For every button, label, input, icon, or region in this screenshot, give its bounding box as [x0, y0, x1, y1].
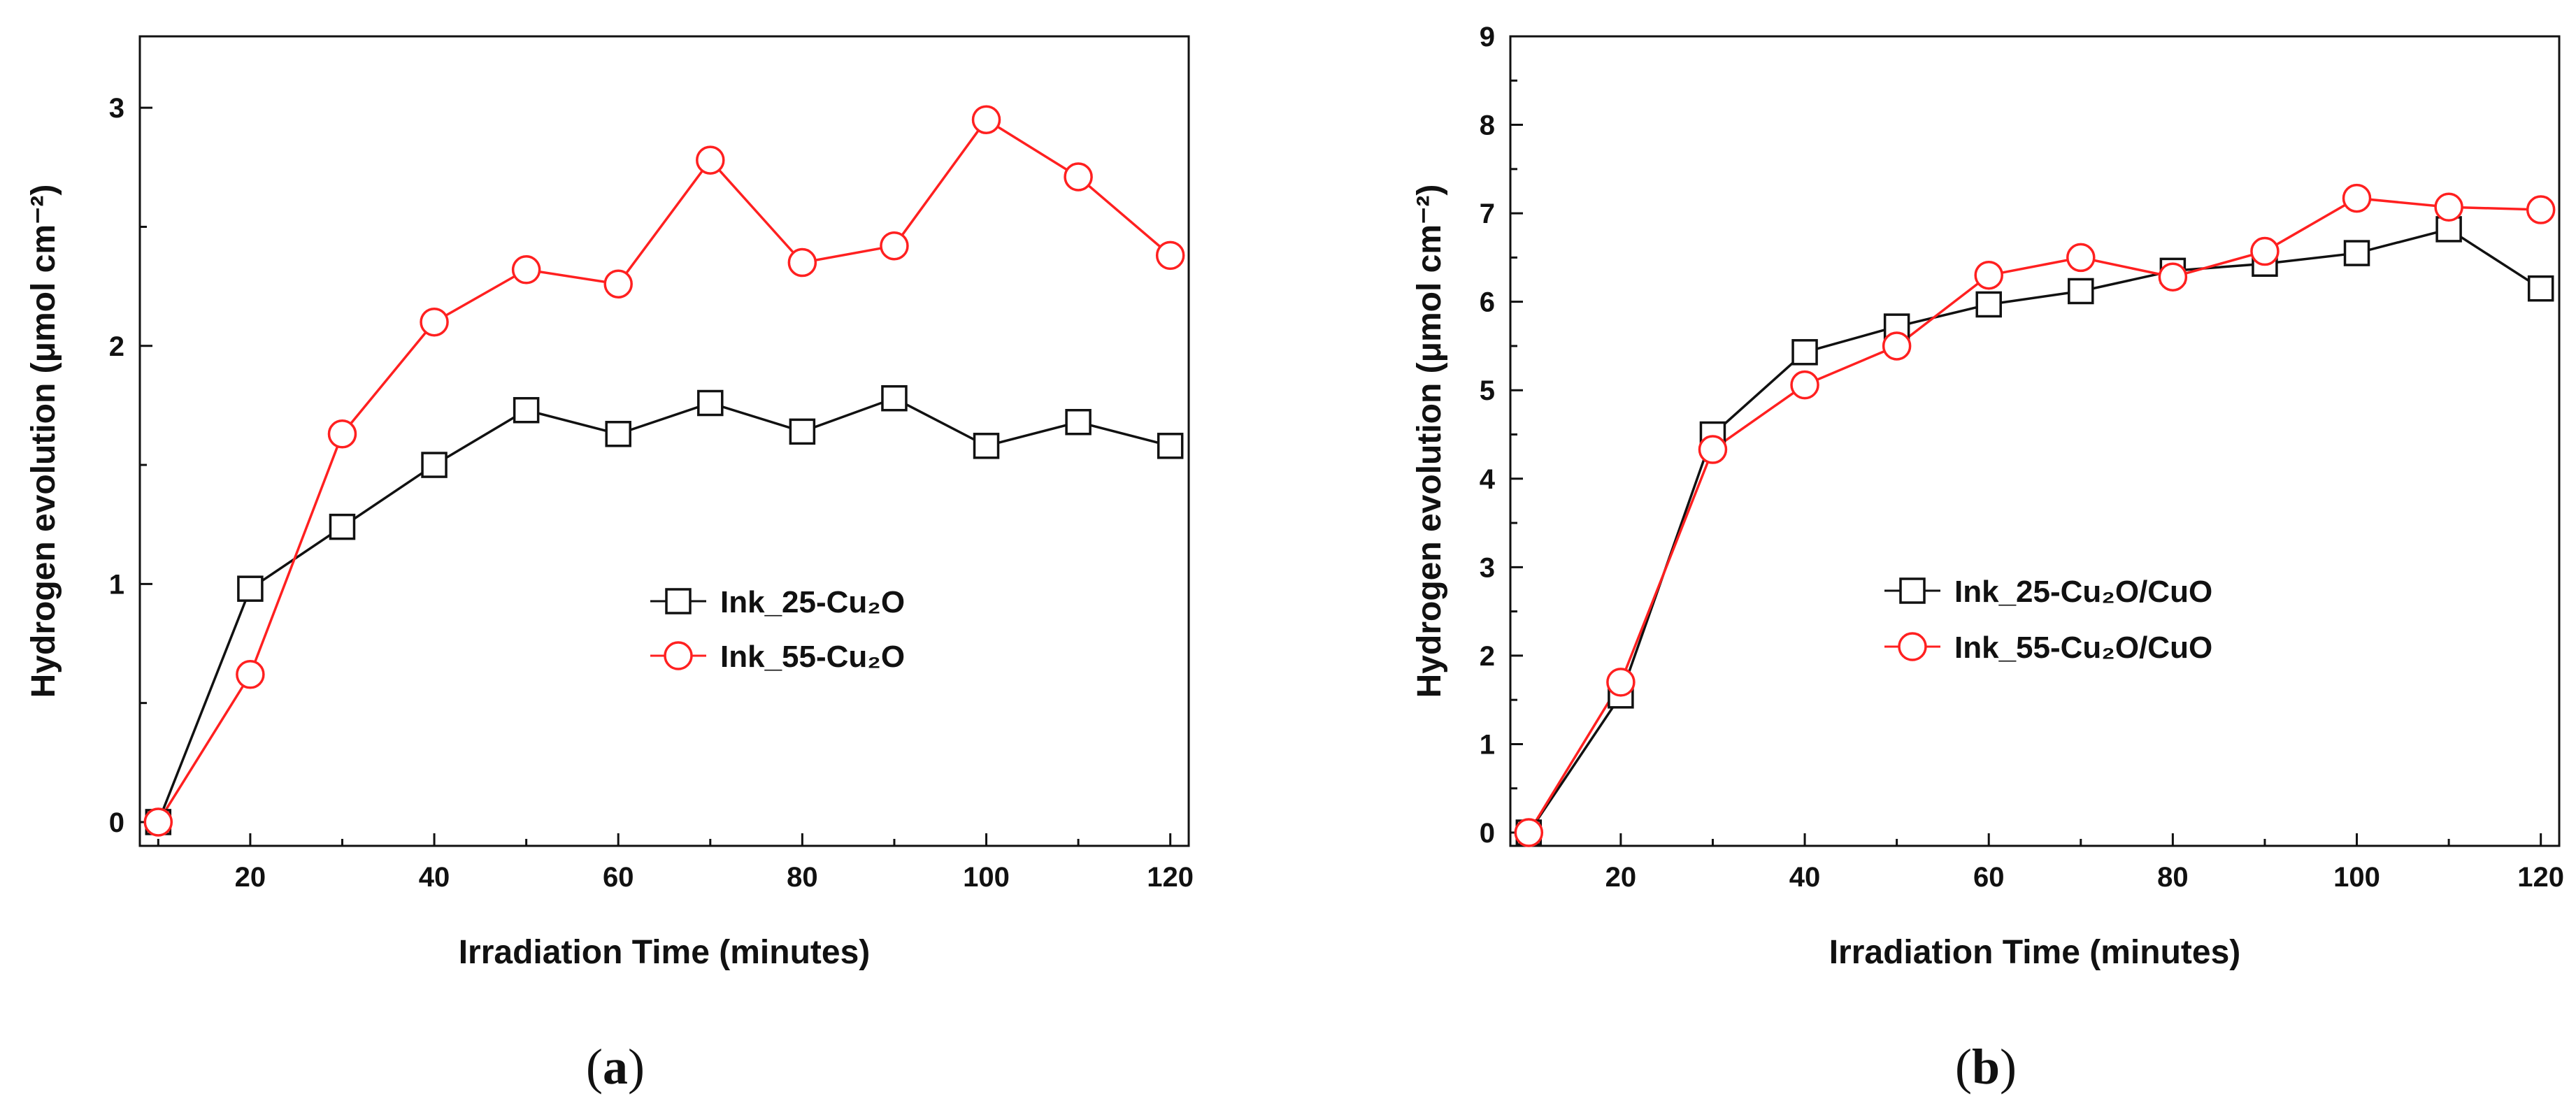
data-point-square	[973, 433, 1000, 459]
data-point-circle	[603, 269, 633, 298]
y-axis-label-a: Hydrogen evolution (μmol cm⁻²)	[25, 185, 62, 698]
legend-b: Ink_25-Cu₂O/CuO Ink_55-Cu₂O/CuO	[1884, 575, 2212, 665]
data-point-circle	[327, 419, 357, 449]
data-point-circle	[2434, 192, 2463, 222]
data-point-circle	[143, 807, 173, 837]
data-point-square	[1791, 339, 1818, 366]
data-point-square	[2068, 278, 2094, 305]
y-tick-label: 3	[1480, 552, 1495, 583]
panel-caption-b: (b)	[1955, 1039, 2017, 1095]
data-point-square	[789, 418, 816, 445]
x-tick-label: 100	[2333, 862, 2380, 893]
plot-frame-a	[138, 35, 1190, 847]
chart-panel-a: 20 40 60 80 100 120 0 1 2 3 Irradiation Time (min…	[25, 35, 1194, 1095]
data-point-circle	[2250, 236, 2280, 266]
y-tick-label: 1	[109, 569, 124, 600]
data-point-square	[2343, 240, 2370, 266]
x-tick-label: 120	[2517, 862, 2564, 893]
x-tick-label: 40	[419, 862, 450, 893]
series-line-ink25	[157, 396, 1171, 823]
y-axis-label-b: Hydrogen evolution (μmol cm⁻²)	[1411, 185, 1448, 698]
x-tick-label: 80	[787, 862, 818, 893]
y-tick-label: 3	[109, 93, 124, 124]
data-point-square	[421, 452, 448, 478]
data-point-square	[605, 421, 631, 447]
data-point-circle	[971, 105, 1001, 134]
x-axis-label-a: Irradiation Time (minutes)	[459, 934, 871, 971]
data-point-square	[881, 384, 908, 412]
y-tick-label: 1	[1480, 729, 1495, 760]
data-point-circle	[420, 307, 449, 337]
plot-frame-b	[1509, 35, 2561, 847]
x-tick-label: 20	[1605, 862, 1637, 893]
legend-marker-square	[665, 588, 692, 614]
data-point-square	[237, 575, 264, 602]
y-tick-label: 8	[1480, 110, 1495, 141]
legend-marker-circle	[664, 641, 693, 670]
legend-marker-circle	[1898, 632, 1927, 661]
series-line-ink25	[1527, 228, 2542, 833]
data-point-square	[697, 389, 724, 417]
x-tick-label: 60	[603, 862, 634, 893]
data-point-circle	[1974, 260, 2003, 290]
x-axis-label-b: Irradiation Time (minutes)	[1829, 934, 2241, 971]
y-tick-label: 5	[1480, 375, 1495, 406]
data-point-circle	[511, 255, 541, 285]
legend-a: Ink_25-Cu₂O Ink_55-Cu₂O	[650, 585, 905, 674]
data-point-circle	[1606, 668, 1636, 697]
data-point-circle	[696, 145, 725, 175]
legend-label-ink25-cu2o: Ink_25-Cu₂O	[720, 585, 905, 619]
y-tick-label: 9	[1480, 22, 1495, 52]
series-line-ink55	[1527, 196, 2541, 833]
x-tick-label: 120	[1147, 862, 1194, 893]
chart-panel-b: 20 40 60 80 100 120 0 1 2 3 4 5 6 7 8 9 Irradiation Tim…	[1411, 22, 2564, 1095]
data-point-circle	[1882, 331, 1912, 361]
x-tick-label: 100	[963, 862, 1010, 893]
data-point-circle	[1064, 162, 1093, 192]
legend-label-ink25-cu2o-cuo: Ink_25-Cu₂O/CuO	[1954, 575, 2212, 609]
data-point-circle	[2526, 195, 2556, 224]
panel-caption-a: (a)	[586, 1039, 645, 1095]
legend-marker-square	[1899, 577, 1926, 604]
legend-label-ink55-cu2o-cuo: Ink_55-Cu₂O/CuO	[1954, 631, 2212, 665]
legend-label-ink55-cu2o: Ink_55-Cu₂O	[720, 640, 905, 674]
x-tick-label: 80	[2157, 862, 2189, 893]
data-point-square	[329, 513, 356, 540]
data-point-circle	[1514, 818, 1544, 847]
x-tick-label: 20	[235, 862, 266, 893]
data-point-square	[1975, 291, 2002, 318]
data-point-circle	[2342, 183, 2372, 213]
series-group-b	[1514, 183, 2556, 847]
y-tick-label: 6	[1480, 287, 1495, 318]
x-tick-label: 60	[1973, 862, 2005, 893]
data-point-circle	[2066, 243, 2096, 273]
data-point-circle	[1790, 370, 1819, 400]
series-group-a	[143, 105, 1185, 837]
data-point-circle	[1698, 435, 1728, 464]
data-point-square	[2527, 275, 2554, 302]
data-point-circle	[787, 247, 817, 278]
y-tick-label: 0	[109, 807, 124, 838]
data-point-circle	[1155, 240, 1185, 271]
y-tick-label: 2	[109, 331, 124, 362]
data-point-square	[1065, 409, 1092, 436]
data-point-circle	[2158, 262, 2188, 292]
axis-ticks-b: 20 40 60 80 100 120 0 1 2 3 4 5 6 7 8 9	[1480, 22, 2564, 893]
data-point-circle	[236, 660, 265, 689]
y-tick-label: 2	[1480, 641, 1495, 672]
data-point-circle	[880, 231, 909, 261]
axis-ticks-a: 20 40 60 80 100 120 0 1 2 3	[109, 93, 1194, 893]
y-tick-label: 4	[1480, 464, 1496, 495]
data-point-square	[513, 396, 540, 424]
x-tick-label: 40	[1789, 862, 1821, 893]
data-point-square	[1157, 433, 1184, 459]
series-line-ink55	[157, 117, 1171, 823]
y-tick-label: 7	[1480, 199, 1495, 229]
y-tick-label: 0	[1480, 818, 1495, 849]
